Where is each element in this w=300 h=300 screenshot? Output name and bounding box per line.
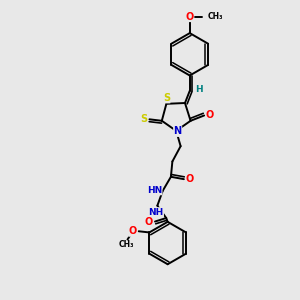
- Text: S: S: [140, 114, 147, 124]
- Text: O: O: [206, 110, 214, 121]
- Text: CH₃: CH₃: [118, 240, 134, 249]
- Text: H: H: [195, 85, 203, 94]
- Text: N: N: [174, 126, 182, 136]
- Text: O: O: [129, 226, 137, 236]
- Text: CH₃: CH₃: [208, 12, 224, 21]
- Text: O: O: [186, 174, 194, 184]
- Text: HN: HN: [147, 186, 162, 195]
- Text: NH: NH: [148, 208, 164, 217]
- Text: O: O: [145, 217, 153, 226]
- Text: O: O: [186, 12, 194, 22]
- Text: S: S: [163, 93, 170, 103]
